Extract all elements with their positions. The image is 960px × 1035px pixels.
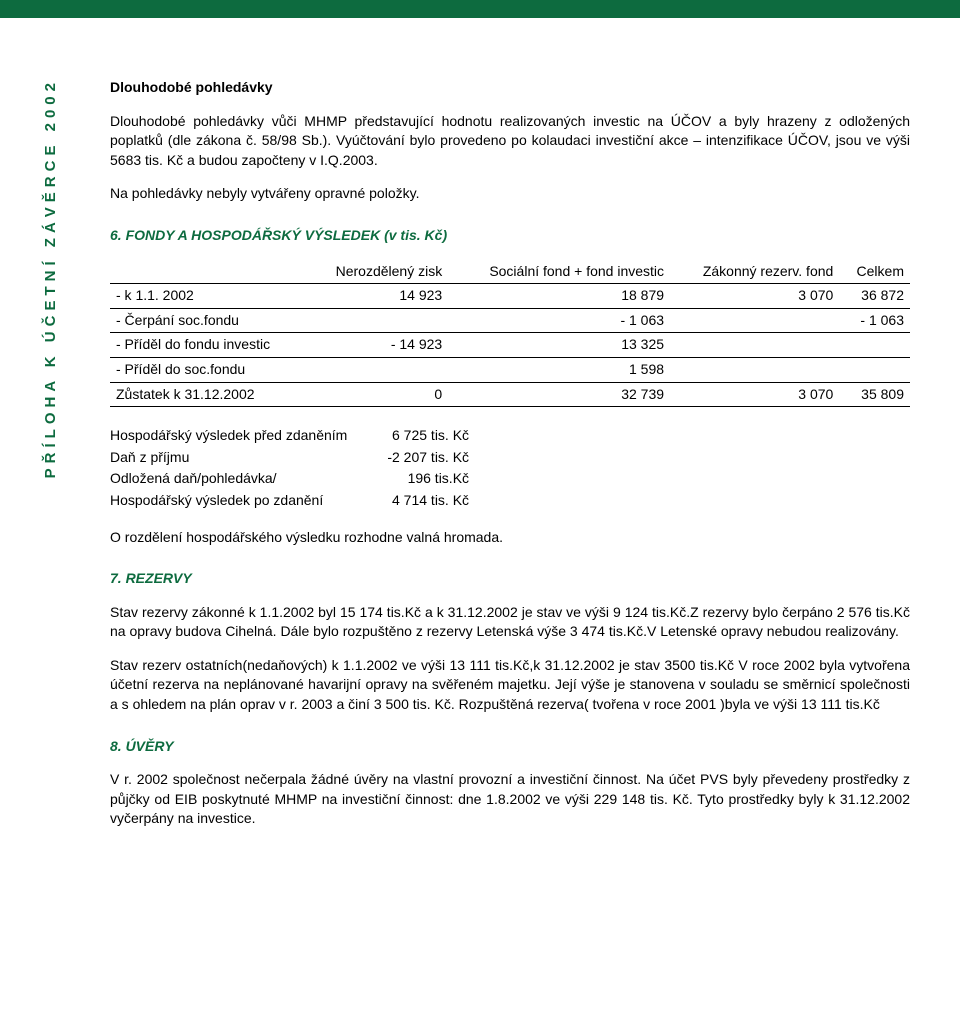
table-row: Odložená daň/pohledávka/196 tis.Kč <box>110 468 479 490</box>
funds-footer: O rozdělení hospodářského výsledku rozho… <box>110 528 910 548</box>
result-table: Hospodářský výsledek před zdaněním6 725 … <box>110 425 479 511</box>
cell-text: Sociální fond + fond investic <box>489 263 664 279</box>
table-cell: 1 598 <box>448 357 670 382</box>
table-cell: Zůstatek k 31.12.2002 <box>110 382 307 407</box>
funds-th-3: Zákonný rezerv. fond <box>670 260 839 284</box>
table-cell <box>839 357 910 382</box>
table-cell: 35 809 <box>839 382 910 407</box>
cell-text: Nerozdělený zisk <box>336 263 443 279</box>
sidebar: PŘÍLOHA K ÚČETNÍ ZÁVĚRCE 2002 <box>30 78 70 843</box>
table-cell: - k 1.1. 2002 <box>110 284 307 309</box>
result-table-body: Hospodářský výsledek před zdaněním6 725 … <box>110 425 479 511</box>
table-cell: 0 <box>307 382 448 407</box>
table-row: - Čerpání soc.fondu - 1 063 - 1 063 <box>110 308 910 333</box>
result-label: Hospodářský výsledek po zdanění <box>110 490 357 512</box>
result-value: 4 714 tis. Kč <box>357 490 479 512</box>
main-content: Dlouhodobé pohledávky Dlouhodobé pohledá… <box>70 78 910 843</box>
table-row: Daň z příjmu-2 207 tis. Kč <box>110 447 479 469</box>
funds-th-1: Nerozdělený zisk <box>307 260 448 284</box>
table-cell: 18 879 <box>448 284 670 309</box>
table-cell: - Čerpání soc.fondu <box>110 308 307 333</box>
reserves-para-2: Stav rezerv ostatních(nedaňových) k 1.1.… <box>110 656 910 715</box>
funds-table-body: - k 1.1. 200214 92318 8793 07036 872- Če… <box>110 284 910 407</box>
funds-th-2: Sociální fond + fond investic <box>448 260 670 284</box>
table-row: Hospodářský výsledek po zdanění4 714 tis… <box>110 490 479 512</box>
table-cell: 14 923 <box>307 284 448 309</box>
funds-th-0 <box>110 260 307 284</box>
table-cell: - 14 923 <box>307 333 448 358</box>
table-cell <box>670 333 839 358</box>
table-cell: - 1 063 <box>448 308 670 333</box>
funds-table: Nerozdělený zisk Sociální fond + fond in… <box>110 260 910 408</box>
result-value: -2 207 tis. Kč <box>357 447 479 469</box>
top-color-bar <box>0 0 960 18</box>
sidebar-vertical-title: PŘÍLOHA K ÚČETNÍ ZÁVĚRCE 2002 <box>42 78 59 488</box>
cell-text: Celkem <box>857 263 904 279</box>
cell-text: Zákonný rezerv. fond <box>703 263 833 279</box>
page-container: PŘÍLOHA K ÚČETNÍ ZÁVĚRCE 2002 Dlouhodobé… <box>0 18 960 883</box>
table-cell <box>307 308 448 333</box>
table-row: Zůstatek k 31.12.2002032 7393 07035 809 <box>110 382 910 407</box>
table-row: - Příděl do fondu investic- 14 92313 325 <box>110 333 910 358</box>
funds-heading: 6. FONDY A HOSPODÁŘSKÝ VÝSLEDEK (v tis. … <box>110 226 910 246</box>
table-cell: 3 070 <box>670 284 839 309</box>
table-row: Hospodářský výsledek před zdaněním6 725 … <box>110 425 479 447</box>
table-row: - k 1.1. 200214 92318 8793 07036 872 <box>110 284 910 309</box>
funds-th-4: Celkem <box>839 260 910 284</box>
reserves-heading: 7. REZERVY <box>110 569 910 589</box>
table-row: - Příděl do soc.fondu 1 598 <box>110 357 910 382</box>
table-cell: - Příděl do fondu investic <box>110 333 307 358</box>
loans-para-1: V r. 2002 společnost nečerpala žádné úvě… <box>110 770 910 829</box>
result-label: Daň z příjmu <box>110 447 357 469</box>
receivables-para-2: Na pohledávky nebyly vytvářeny opravné p… <box>110 184 910 204</box>
reserves-para-1: Stav rezervy zákonné k 1.1.2002 byl 15 1… <box>110 603 910 642</box>
receivables-para-1: Dlouhodobé pohledávky vůči MHMP představ… <box>110 112 910 171</box>
result-label: Odložená daň/pohledávka/ <box>110 468 357 490</box>
table-cell: - Příděl do soc.fondu <box>110 357 307 382</box>
table-cell: 13 325 <box>448 333 670 358</box>
table-cell: 3 070 <box>670 382 839 407</box>
result-value: 196 tis.Kč <box>357 468 479 490</box>
table-cell <box>839 333 910 358</box>
table-cell <box>670 357 839 382</box>
receivables-heading: Dlouhodobé pohledávky <box>110 78 910 98</box>
table-cell: - 1 063 <box>839 308 910 333</box>
result-label: Hospodářský výsledek před zdaněním <box>110 425 357 447</box>
table-cell: 36 872 <box>839 284 910 309</box>
result-value: 6 725 tis. Kč <box>357 425 479 447</box>
loans-heading: 8. ÚVĚRY <box>110 737 910 757</box>
table-cell <box>307 357 448 382</box>
table-cell <box>670 308 839 333</box>
table-cell: 32 739 <box>448 382 670 407</box>
